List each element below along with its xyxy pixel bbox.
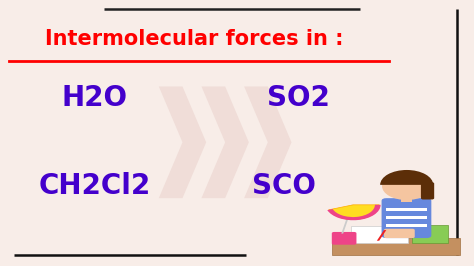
Polygon shape (244, 86, 292, 198)
FancyBboxPatch shape (412, 225, 448, 243)
Circle shape (382, 172, 431, 200)
FancyBboxPatch shape (351, 226, 408, 243)
FancyBboxPatch shape (384, 229, 415, 238)
FancyBboxPatch shape (421, 182, 434, 200)
FancyBboxPatch shape (386, 216, 427, 219)
Text: CH2Cl2: CH2Cl2 (39, 172, 151, 200)
Polygon shape (201, 86, 249, 198)
Polygon shape (377, 230, 386, 241)
Wedge shape (380, 170, 433, 185)
Polygon shape (159, 86, 206, 198)
FancyBboxPatch shape (332, 238, 460, 255)
Text: SCO: SCO (253, 172, 316, 200)
FancyBboxPatch shape (401, 196, 412, 202)
Wedge shape (327, 205, 381, 220)
Text: SO2: SO2 (267, 84, 330, 113)
FancyBboxPatch shape (386, 224, 427, 227)
FancyBboxPatch shape (382, 198, 431, 238)
FancyBboxPatch shape (386, 208, 427, 211)
Text: Intermolecular forces in :: Intermolecular forces in : (45, 28, 344, 49)
FancyBboxPatch shape (332, 232, 356, 245)
Text: H2O: H2O (62, 84, 128, 113)
Polygon shape (341, 205, 353, 234)
Wedge shape (328, 205, 379, 219)
